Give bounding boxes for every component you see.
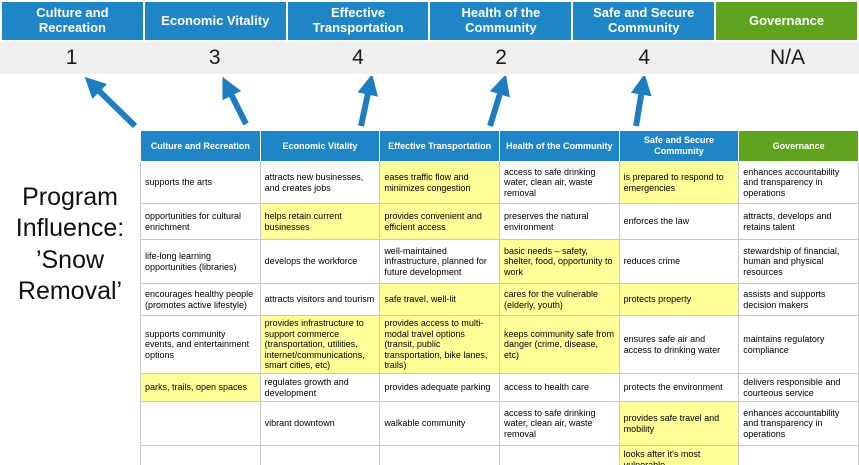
table-cell: safe travel, well-lit	[379, 283, 500, 316]
table-cell: enhances accountability and transparency…	[738, 161, 859, 204]
influence-table: Culture and Recreation Economic Vitality…	[140, 130, 859, 465]
table-cell: protects the environment	[618, 373, 740, 403]
table-cell	[738, 445, 859, 465]
table-cell: eases traffic flow and minimizes congest…	[379, 161, 500, 204]
table-header-health-of-the-community: Health of the Community	[498, 130, 620, 162]
score-effective-transportation: 4	[352, 46, 364, 69]
table-cell: provides convenient and efficient access	[379, 203, 500, 240]
arrow-up-icon	[357, 76, 379, 127]
table-cell: opportunities for cultural enrichment	[140, 203, 261, 240]
table-cell: walkable community	[379, 401, 500, 447]
table-row: supports community events, and entertain…	[140, 314, 859, 375]
table-row: opportunities for cultural enrichment he…	[140, 203, 859, 240]
table-cell: access to safe drinking water, clean air…	[498, 161, 620, 204]
table-cell: life-long learning opportunities (librar…	[140, 239, 261, 284]
summary-header-governance: Governance	[716, 2, 857, 40]
table-cell	[379, 445, 500, 465]
score-health-of-the-community: 2	[495, 46, 507, 69]
summary-header-row: Culture and Recreation Economic Vitality…	[2, 2, 857, 40]
table-cell: delivers responsible and courteous servi…	[738, 373, 859, 403]
table-cell: cares for the vulnerable (elderly, youth…	[498, 283, 620, 316]
table-row: life-long learning opportunities (librar…	[140, 239, 859, 284]
table-cell: access to safe drinking water, clean air…	[498, 401, 620, 447]
table-cell: protects property	[618, 283, 740, 316]
table-cell: provides adequate parking	[379, 373, 500, 403]
table-row: looks after it's most vulnerable	[140, 445, 859, 465]
arrow-up-icon	[84, 76, 138, 129]
table-cell: regulates growth and development	[259, 373, 381, 403]
table-cell: looks after it's most vulnerable	[618, 445, 740, 465]
table-cell: supports community events, and entertain…	[140, 314, 261, 375]
table-cell	[498, 445, 620, 465]
table-cell: attracts, develops and retains talent	[738, 203, 859, 240]
table-row: supports the arts attracts new businesse…	[140, 161, 859, 204]
table-header-effective-transportation: Effective Transportation	[379, 130, 500, 162]
table-row: encourages healthy people (promotes acti…	[140, 283, 859, 316]
summary-header-effective-transportation: Effective Transportation	[287, 2, 429, 40]
table-header-culture-and-recreation: Culture and Recreation	[140, 130, 261, 162]
table-cell: keeps community safe from danger (crime,…	[498, 314, 620, 375]
table-cell: is prepared to respond to emergencies	[618, 161, 740, 204]
table-cell: develops the workforce	[259, 239, 381, 284]
table-row: parks, trails, open spaces regulates gro…	[140, 373, 859, 403]
table-cell: supports the arts	[140, 161, 261, 204]
table-cell: access to health care	[498, 373, 620, 403]
table-cell: enhances accountability and transparency…	[738, 401, 859, 447]
score-economic-vitality: 3	[208, 46, 221, 69]
summary-header-health-of-the-community: Health of the Community	[430, 2, 572, 40]
table-cell: basic needs – safety, shelter, food, opp…	[498, 239, 620, 284]
table-cell: well-maintained infrastructure, planned …	[379, 239, 500, 284]
table-cell: provides infrastructure to support comme…	[259, 314, 381, 375]
score-row: 1 3 4 2 4 N/A	[0, 42, 859, 74]
table-cell: vibrant downtown	[259, 401, 381, 447]
table-cell: enforces the law	[618, 203, 740, 240]
score-arrows	[84, 76, 652, 129]
summary-header-economic-vitality: Economic Vitality	[144, 2, 286, 40]
summary-header-culture-and-recreation: Culture and Recreation	[2, 2, 143, 40]
table-header-safe-and-secure-community: Safe and Secure Community	[618, 130, 740, 162]
table-header-governance: Governance	[738, 130, 859, 162]
table-header-economic-vitality: Economic Vitality	[259, 130, 381, 162]
table-cell: assists and supports decision makers	[738, 283, 859, 316]
table-cell	[259, 445, 381, 465]
table-cell: parks, trails, open spaces	[140, 373, 261, 403]
arrow-up-icon	[222, 76, 249, 126]
arrow-up-icon	[630, 76, 652, 127]
score-governance: N/A	[769, 46, 805, 69]
program-influence-label: Program Influence: ’Snow Removal’	[15, 183, 125, 305]
score-culture-and-recreation: 1	[65, 46, 78, 69]
table-cell	[140, 401, 261, 447]
table-cell: provides access to multi-modal travel op…	[379, 314, 500, 375]
table-cell: provides safe travel and mobility	[618, 401, 740, 447]
table-cell: reduces crime	[618, 239, 740, 284]
table-cell: attracts new businesses, and creates job…	[259, 161, 381, 204]
table-cell: preserves the natural environment	[498, 203, 620, 240]
table-row: vibrant downtown walkable community acce…	[140, 401, 859, 447]
table-cell: ensures safe air and access to drinking …	[618, 314, 740, 375]
influence-table-header: Culture and Recreation Economic Vitality…	[140, 130, 859, 162]
table-cell: encourages healthy people (promotes acti…	[140, 283, 261, 316]
score-safe-and-secure-community: 4	[638, 46, 651, 69]
arrow-up-icon	[487, 76, 510, 127]
table-cell: helps retain current businesses	[259, 203, 381, 240]
table-cell: attracts visitors and tourism	[259, 283, 381, 316]
summary-header-safe-and-secure-community: Safe and Secure Community	[573, 2, 715, 40]
table-cell	[140, 445, 261, 465]
table-cell: maintains regulatory compliance	[738, 314, 859, 375]
table-cell: stewardship of financial, human and phys…	[738, 239, 859, 284]
